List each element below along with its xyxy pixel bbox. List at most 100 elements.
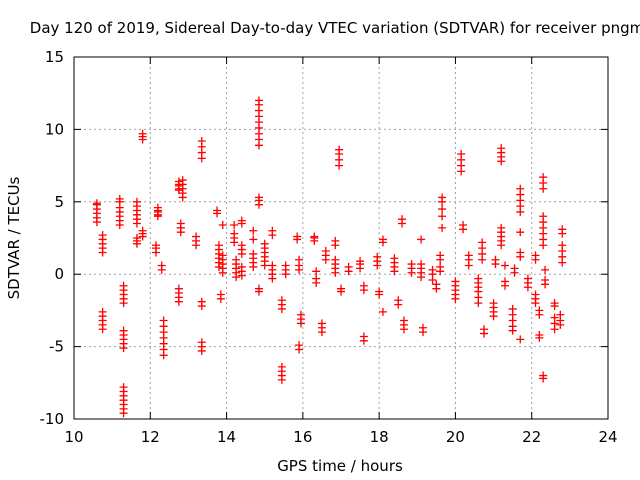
data-point xyxy=(550,325,559,334)
x-tick-label: 10 xyxy=(64,428,83,446)
data-point xyxy=(178,176,187,185)
data-point xyxy=(232,255,241,264)
data-point xyxy=(159,351,168,360)
data-point xyxy=(531,299,540,308)
data-point xyxy=(268,226,277,235)
data-point xyxy=(390,254,399,263)
data-point xyxy=(249,235,258,244)
data-point xyxy=(197,136,206,145)
data-point xyxy=(394,300,403,309)
x-tick-label: 14 xyxy=(217,428,236,446)
data-point xyxy=(197,302,206,311)
data-point xyxy=(119,409,128,418)
x-tick-label: 24 xyxy=(598,428,617,446)
data-point xyxy=(277,304,286,313)
data-point xyxy=(556,320,565,329)
data-point xyxy=(192,232,201,241)
data-point xyxy=(438,212,447,221)
data-point xyxy=(174,297,183,306)
data-point xyxy=(132,197,141,206)
data-point xyxy=(510,264,519,273)
data-point xyxy=(438,193,447,202)
data-point xyxy=(295,345,304,354)
data-point xyxy=(344,262,353,271)
data-point xyxy=(312,278,321,287)
data-point xyxy=(197,346,206,355)
data-point xyxy=(331,255,340,264)
data-point xyxy=(436,251,445,260)
data-point xyxy=(535,310,544,319)
data-point xyxy=(464,251,473,260)
data-points xyxy=(92,96,567,418)
data-point xyxy=(98,325,107,334)
data-point xyxy=(218,251,227,260)
data-point xyxy=(516,248,525,257)
data-point xyxy=(436,262,445,271)
data-point xyxy=(539,173,548,182)
y-tick-label: 15 xyxy=(45,48,64,66)
data-point xyxy=(218,220,227,229)
data-point xyxy=(216,294,225,303)
data-point xyxy=(260,239,269,248)
data-point xyxy=(119,299,128,308)
data-point xyxy=(539,374,548,383)
data-point xyxy=(480,329,489,338)
data-point xyxy=(296,319,305,328)
x-tick-label: 18 xyxy=(370,428,389,446)
data-point xyxy=(312,267,321,276)
data-point xyxy=(281,261,290,270)
data-point xyxy=(138,226,147,235)
data-point xyxy=(508,326,517,335)
data-point xyxy=(268,261,277,270)
data-point xyxy=(237,216,246,225)
data-point xyxy=(459,220,468,229)
data-point xyxy=(378,235,387,244)
data-point xyxy=(541,280,550,289)
data-point xyxy=(417,260,426,269)
data-point xyxy=(457,150,466,159)
data-point xyxy=(157,261,166,270)
data-point xyxy=(254,96,263,105)
data-point xyxy=(541,265,550,274)
data-point xyxy=(153,210,162,219)
y-tick-label: 10 xyxy=(45,120,64,138)
data-point xyxy=(230,229,239,238)
chart-title: Day 120 of 2019, Sidereal Day-to-day VTE… xyxy=(30,19,640,37)
data-point xyxy=(356,257,365,266)
data-point xyxy=(293,232,302,241)
data-point xyxy=(523,283,532,292)
data-point xyxy=(491,255,500,264)
data-point xyxy=(230,220,239,229)
data-point xyxy=(277,375,286,384)
x-tick-label: 20 xyxy=(446,428,465,446)
data-point xyxy=(132,234,141,242)
data-point xyxy=(375,290,384,299)
data-point xyxy=(478,238,487,247)
data-point xyxy=(417,235,426,244)
y-axis-label: SDTVAR / TECUs xyxy=(5,176,23,299)
data-point xyxy=(249,249,258,258)
y-tick-label: -5 xyxy=(49,338,64,356)
data-point xyxy=(378,307,387,316)
data-point xyxy=(516,335,525,344)
data-point xyxy=(237,241,246,250)
data-point xyxy=(335,145,344,154)
grid xyxy=(74,57,608,419)
data-point xyxy=(331,236,340,245)
x-tick-label: 22 xyxy=(522,428,541,446)
data-point xyxy=(98,248,107,257)
data-point xyxy=(359,336,368,345)
data-point xyxy=(398,215,407,224)
data-point xyxy=(214,241,223,250)
data-point xyxy=(428,265,437,274)
data-point xyxy=(558,225,567,234)
data-point xyxy=(497,223,506,232)
data-point xyxy=(438,223,447,232)
data-point xyxy=(254,193,263,202)
data-point xyxy=(254,287,263,296)
data-point xyxy=(373,252,382,261)
data-point xyxy=(359,286,368,295)
data-point xyxy=(516,228,525,237)
